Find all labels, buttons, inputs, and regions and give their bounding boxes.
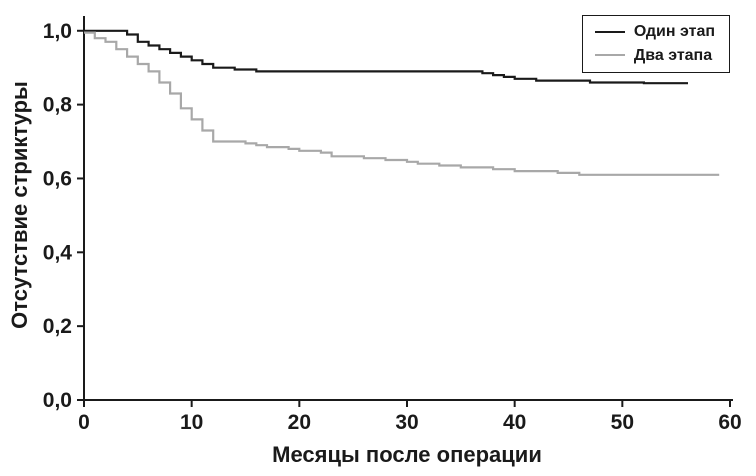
y-tick-label: 0,6 <box>43 167 72 190</box>
x-tick-label: 40 <box>503 411 526 434</box>
y-tick-label: 1,0 <box>43 20 72 43</box>
legend-item-two-stage: Два этапа <box>594 46 715 65</box>
series-line-one-stage <box>84 29 688 85</box>
y-tick-label: 0,2 <box>43 315 72 338</box>
legend: Один этап Два этапа <box>581 15 730 74</box>
x-tick-label: 20 <box>288 411 311 434</box>
y-axis-title: Отсутствие стриктуры <box>7 81 32 329</box>
legend-label-two-stage: Два этапа <box>633 46 713 64</box>
legend-line-swatch-one-stage <box>594 30 625 33</box>
x-tick-label: 30 <box>395 411 418 434</box>
legend-label-one-stage: Один этап <box>633 23 715 40</box>
y-tick-label: 0,0 <box>43 389 72 412</box>
x-tick-label: 60 <box>718 411 741 434</box>
x-tick-label: 0 <box>78 411 90 434</box>
series-line-two-stage <box>84 31 720 176</box>
y-tick-label: 0,4 <box>43 241 73 264</box>
x-tick-label: 10 <box>180 411 203 434</box>
legend-line-swatch-two-stage <box>594 54 625 57</box>
x-axis-title: Месяцы после операции <box>272 442 542 467</box>
legend-item-one-stage: Один этап <box>594 23 715 41</box>
x-tick-label: 50 <box>611 411 634 434</box>
y-tick-label: 0,8 <box>43 94 73 117</box>
